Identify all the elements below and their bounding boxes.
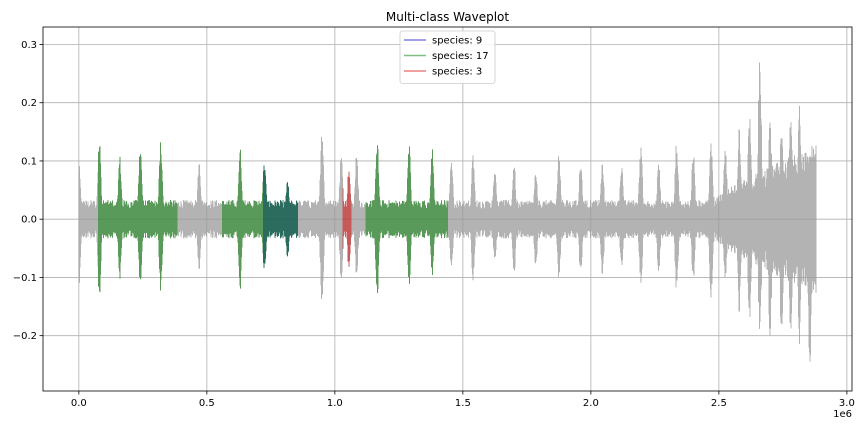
legend-label: species: 3	[432, 67, 482, 78]
y-tick-label: 0.1	[21, 156, 37, 167]
x-tick-label: 2.0	[583, 398, 599, 409]
y-tick-label: 0.0	[21, 215, 37, 226]
x-tick-label: 1.5	[455, 398, 471, 409]
x-tick-label: 0.0	[71, 398, 87, 409]
series-1-waveform	[98, 142, 448, 293]
x-axis-multiplier: 1e6	[833, 409, 852, 420]
x-tick-label: 0.5	[199, 398, 215, 409]
x-tick-label: 3.0	[839, 398, 855, 409]
y-tick-label: −0.1	[13, 273, 37, 284]
series-2-waveform	[342, 171, 352, 267]
axis-ticks: 0.0 0.5 1.0 1.5 2.0 2.5 3.0 −0.2 −0.1 0.0 0.1 0.2 0.…	[13, 40, 855, 409]
waveform-layer	[78, 62, 817, 362]
x-tick-label: 2.5	[711, 398, 727, 409]
legend-label: species: 17	[432, 51, 489, 62]
legend-label: species: 9	[432, 36, 482, 47]
y-tick-label: −0.2	[13, 331, 37, 342]
y-tick-label: 0.2	[21, 98, 37, 109]
y-tick-label: 0.3	[21, 40, 37, 51]
legend: species: 9 species: 17 species: 3	[399, 30, 496, 84]
plot-frame	[42, 26, 853, 392]
x-tick-label: 1.0	[327, 398, 343, 409]
chart-title: Multi-class Waveplot	[386, 10, 509, 24]
